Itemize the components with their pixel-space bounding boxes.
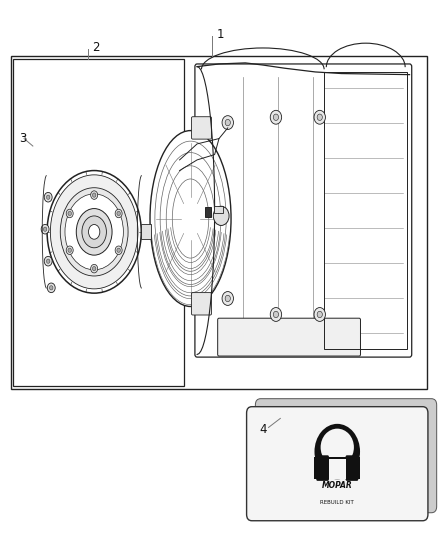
Circle shape (314, 110, 325, 124)
Circle shape (68, 248, 71, 253)
Text: 1: 1 (217, 28, 224, 41)
Ellipse shape (321, 429, 354, 466)
Bar (328, 459, 346, 479)
Circle shape (117, 248, 120, 253)
Circle shape (91, 264, 98, 273)
Ellipse shape (150, 131, 231, 306)
Circle shape (91, 191, 98, 199)
Circle shape (92, 193, 96, 197)
Text: 4: 4 (260, 423, 267, 435)
Circle shape (273, 311, 279, 318)
Bar (13, 59, 184, 386)
Ellipse shape (65, 194, 124, 270)
Text: 2: 2 (92, 42, 99, 54)
Text: MOPAR: MOPAR (322, 481, 353, 490)
Circle shape (314, 308, 325, 321)
Circle shape (46, 195, 50, 199)
FancyBboxPatch shape (247, 407, 428, 521)
Circle shape (43, 227, 47, 231)
Text: REBUILD KIT: REBUILD KIT (320, 500, 354, 505)
Circle shape (44, 256, 52, 266)
Circle shape (222, 116, 233, 130)
Bar (205, 207, 211, 217)
Ellipse shape (50, 175, 138, 289)
FancyBboxPatch shape (218, 318, 360, 356)
Circle shape (117, 212, 120, 216)
Ellipse shape (47, 171, 141, 293)
Circle shape (92, 266, 96, 271)
Circle shape (66, 209, 73, 218)
FancyBboxPatch shape (191, 293, 212, 315)
Circle shape (47, 283, 55, 293)
Bar (11, 56, 427, 389)
Ellipse shape (88, 224, 100, 239)
Circle shape (225, 295, 230, 302)
Circle shape (66, 246, 73, 255)
Text: 3: 3 (19, 132, 26, 145)
Ellipse shape (60, 188, 128, 276)
Circle shape (68, 212, 71, 216)
Circle shape (115, 209, 122, 218)
Ellipse shape (76, 208, 112, 255)
Circle shape (222, 292, 233, 305)
FancyBboxPatch shape (346, 455, 358, 481)
Circle shape (317, 311, 322, 318)
Circle shape (317, 114, 322, 120)
FancyBboxPatch shape (195, 64, 412, 357)
Circle shape (46, 259, 50, 263)
FancyBboxPatch shape (316, 455, 329, 481)
Circle shape (270, 308, 282, 321)
Ellipse shape (82, 216, 106, 248)
Circle shape (49, 286, 53, 290)
FancyBboxPatch shape (191, 117, 212, 139)
Bar (324, 72, 407, 349)
Bar (214, 206, 223, 213)
Circle shape (41, 224, 49, 234)
Circle shape (44, 192, 52, 202)
Circle shape (270, 110, 282, 124)
Bar (314, 457, 360, 479)
Circle shape (273, 114, 279, 120)
Circle shape (213, 206, 229, 225)
Bar (141, 224, 151, 239)
Circle shape (225, 119, 230, 126)
Circle shape (115, 246, 122, 255)
FancyBboxPatch shape (255, 399, 437, 513)
Circle shape (314, 424, 360, 479)
